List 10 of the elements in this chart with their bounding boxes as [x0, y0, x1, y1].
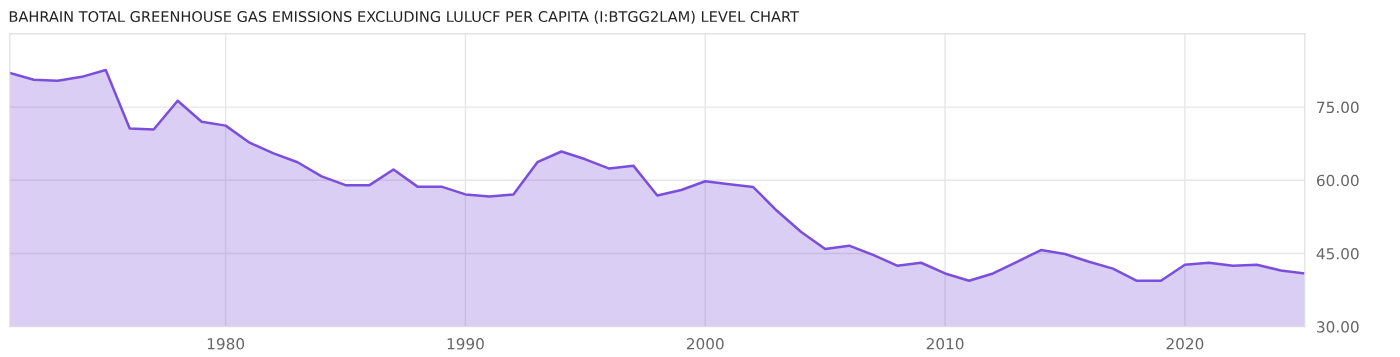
y-tick-label: 75.00: [1317, 101, 1359, 114]
x-tick-label: 1980: [207, 338, 245, 350]
y-tick-label: 45.00: [1316, 247, 1359, 260]
y-tick-label: 60.00: [1316, 174, 1359, 187]
x-tick-label: 1990: [447, 338, 484, 350]
y-tick-label: 30.00: [1317, 321, 1359, 333]
x-tick-label: 2000: [686, 338, 724, 350]
x-tick-label: 2010: [926, 338, 964, 350]
chart-title: BAHRAIN TOTAL GREENHOUSE GAS EMISSIONS EXCLUDING LULUCF PER CAPITA (I:BTGG2LAM) LEVEL CHART: [9, 10, 799, 24]
x-tick-label: 2020: [1166, 338, 1204, 350]
